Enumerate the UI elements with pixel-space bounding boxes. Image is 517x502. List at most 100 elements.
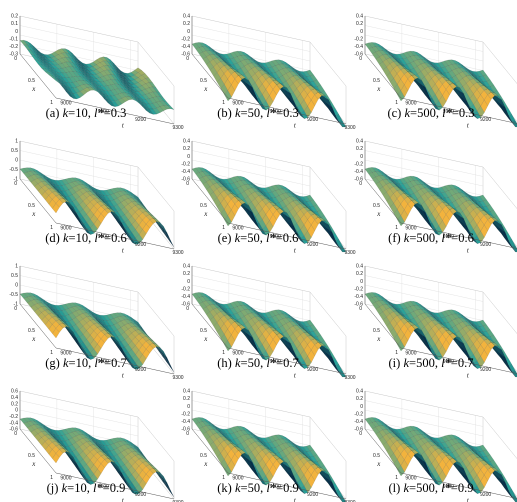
panel-e: 0.4 0.2 0 -0.2 -0.4 -0.6 0 0.5 1 x 9000 9100 9200 930… [172,127,355,257]
x-axis-label: x [203,85,208,93]
z-tick-label: -0.4 [354,419,363,425]
surface-a [19,39,175,115]
axis-lines [364,391,517,499]
t-tick-label: 9100 [443,484,454,490]
surface-plot-k: 0.40.20-0.2-0.4-0.600.51x900091009200930… [181,389,356,502]
x-tick-labels: 00.51 [14,56,53,106]
panel-caption-i: (i) k=500, l*=0.7 [345,356,517,370]
caption-k-symbol: k [234,481,241,495]
surface-plot-a: 0.20.10-0.1-0.2-0.300.51x900091009200930… [9,14,183,132]
caption-equals: = [450,356,458,370]
z-tick-label: 0.2 [183,146,190,152]
x-axis-label: x [31,85,36,93]
x-tick-label: 1 [395,350,398,356]
z-tick-labels: 1 0.5 0 -0.5 -1 [9,139,18,183]
x-axis-label: x [203,210,208,218]
z-tick-label: -0.4 [181,44,190,50]
caption-l-symbol: l* [441,481,451,495]
t-tick-label: 9000 [232,476,243,482]
caption-letter: (k) [217,481,232,495]
caption-l-value: 0.9 [457,481,474,495]
panel-caption-b: (b) k=50, l*=0.3 [172,106,344,120]
surface-plot-f: 0.40.20-0.2-0.4-0.600.51x900091009200930… [354,139,517,254]
z-tick-label: 1 [15,139,18,145]
x-tick-label: 0 [14,306,17,312]
z-tick-label: 0 [187,29,190,35]
x-tick-label: 1 [50,350,53,356]
caption-l-symbol: l* [441,356,451,370]
z-tick-labels: 0.40.2 0-0.2 -0.4 -0.6 [181,264,190,308]
z-tick-label: 0.4 [183,139,190,145]
caption-separator: , [260,106,267,120]
z-tick-label: -0.6 [354,427,363,433]
z-tick-label: -0.4 [181,419,190,425]
caption-separator: , [88,356,95,370]
z-tick-label: 0.5 [11,148,18,154]
caption-k-value: 500 [416,231,436,245]
x-tick-label: 1 [222,475,225,481]
x-tick-labels: 00.51 [186,56,225,106]
surface-plot-j: 0.60.40.20-0.2-0.4-0.600.51x900091009200… [9,389,183,502]
surface-i [364,292,517,378]
surface-l [364,417,517,502]
caption-l-value: 0.6 [458,231,474,245]
z-tick-label: 0.1 [11,21,18,27]
x-tick-label: 0.5 [373,328,380,334]
caption-equals: = [240,356,248,370]
x-axis-label: x [31,210,36,218]
t-axis-label: t [294,246,297,254]
z-tick-labels: 0.60.40.20-0.2-0.4-0.6 [9,389,18,433]
x-tick-label: 0 [186,306,189,312]
caption-separator: , [87,106,94,120]
surface-plot-c: 0.40.20-0.2-0.4-0.600.51x900091009200930… [354,14,517,129]
z-tick-labels: 0.40.2 0-0.2 -0.4 -0.6 [181,389,190,433]
caption-l-value: 0.3 [110,106,127,120]
t-axis-label: t [294,371,297,379]
t-tick-label: 9000 [232,226,243,232]
t-tick-label: 9200 [135,367,146,373]
z-tick-label: -0.4 [354,294,363,300]
caption-equals: = [67,481,75,495]
z-tick-label: 0.4 [11,395,18,401]
axis-lines [19,391,175,500]
caption-letter: (e) [217,231,232,245]
caption-separator: , [259,231,266,245]
t-tick-label: 9200 [480,367,491,373]
z-tick-label: -0.5 [9,292,18,298]
caption-k-value: 50 [247,231,260,245]
z-tick-label: 0 [360,154,363,160]
axis-lines [191,391,347,500]
x-tick-label: 0 [186,431,189,437]
t-axis-label: t [467,371,470,379]
panel-caption-g: (g) k=10, l*=0.7 [0,356,172,370]
caption-letter: (c) [387,106,402,120]
x-tick-label: 0.5 [373,453,380,459]
caption-k-symbol: k [62,231,69,245]
x-tick-label: 0 [359,181,362,187]
t-tick-label: 9300 [344,250,355,256]
t-tick-label: 9000 [232,351,243,357]
caption-equals: = [68,356,76,370]
surface-c [364,42,517,128]
axis-lines [191,16,347,125]
z-tick-label: 0 [360,29,363,35]
axis-lines [191,266,347,375]
x-tick-label: 0 [359,56,362,62]
z-tick-label: -0.2 [9,414,18,420]
z-tick-label: -0.2 [354,411,363,417]
z-tick-labels: 0.40.2 0-0.2 -0.4 -0.6 [354,14,363,58]
x-tick-label: 0.5 [28,453,35,459]
caption-k-symbol: k [234,231,241,245]
axis-lines [19,266,175,375]
z-tick-label: 0 [360,404,363,410]
t-axis-label: t [122,246,125,254]
t-axis-label: t [467,246,470,254]
z-tick-label: 0 [15,408,18,414]
panel-l: 0.40.20-0.2-0.4-0.600.51x900091009200930… [345,377,517,502]
t-tick-label: 9100 [270,109,281,115]
